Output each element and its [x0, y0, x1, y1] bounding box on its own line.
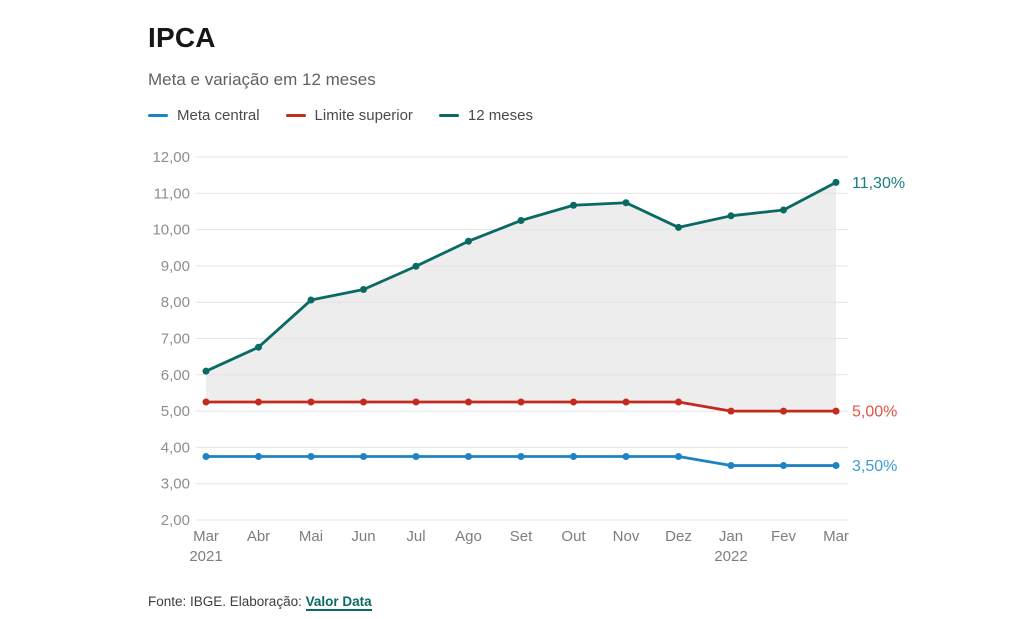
- legend-item-limite-superior: Limite superior: [285, 107, 413, 124]
- data-point-meta-central: [517, 452, 525, 460]
- data-point-limite-superior: [255, 398, 262, 406]
- data-point-meta-central: [780, 462, 787, 470]
- x-tick-label: Mai: [299, 528, 323, 545]
- y-tick-label: 3,00: [161, 476, 190, 493]
- data-point-meta-central: [202, 452, 210, 460]
- data-point-12-meses: [517, 217, 525, 225]
- source-text: Fonte: IBGE. Elaboração:: [148, 594, 306, 609]
- data-point-limite-superior: [202, 398, 210, 406]
- data-point-12-meses: [465, 237, 472, 245]
- data-point-limite-superior: [360, 398, 367, 406]
- legend-swatch-meta-central: [148, 114, 168, 117]
- data-point-limite-superior: [675, 398, 682, 406]
- fill-area: [206, 182, 836, 412]
- end-label-limite-superior: 5,00%: [852, 404, 897, 421]
- data-point-12-meses: [727, 212, 735, 220]
- y-tick-label: 7,00: [161, 331, 190, 348]
- legend-item-12-meses: 12 meses: [438, 107, 533, 124]
- data-point-limite-superior: [622, 398, 630, 406]
- y-tick-label: 11,00: [154, 185, 190, 202]
- y-tick-label: 4,00: [161, 439, 190, 456]
- data-point-limite-superior: [570, 398, 577, 406]
- data-point-meta-central: [255, 452, 262, 460]
- data-point-12-meses: [780, 206, 787, 214]
- y-tick-label: 10,00: [152, 222, 190, 239]
- legend-item-meta-central: Meta central: [148, 107, 260, 124]
- data-point-12-meses: [622, 199, 630, 207]
- data-point-12-meses: [255, 343, 262, 351]
- x-tick-label: Jun: [351, 528, 375, 545]
- x-tick-label: Fev: [771, 528, 797, 545]
- x-tick-label: Ago: [455, 528, 482, 545]
- y-tick-label: 9,00: [161, 258, 190, 275]
- chart-legend: Meta central Limite superior 12 meses: [148, 107, 533, 124]
- x-year-label: 2022: [714, 548, 747, 565]
- data-point-12-meses: [360, 285, 367, 293]
- end-label-12-meses: 11,30%: [852, 175, 905, 192]
- data-point-meta-central: [465, 452, 472, 460]
- page-title: IPCA: [148, 22, 216, 53]
- x-tick-label: Abr: [247, 528, 270, 545]
- data-point-limite-superior: [832, 407, 840, 415]
- legend-item-label: Meta central: [177, 107, 260, 124]
- y-tick-label: 8,00: [161, 294, 190, 311]
- y-tick-label: 2,00: [161, 512, 190, 529]
- data-point-limite-superior: [412, 398, 420, 406]
- data-point-limite-superior: [517, 398, 525, 406]
- legend-item-label: 12 meses: [467, 107, 533, 124]
- x-tick-label: Nov: [613, 528, 640, 545]
- y-tick-label: 5,00: [161, 403, 190, 420]
- data-point-meta-central: [412, 452, 420, 460]
- data-point-12-meses: [675, 223, 682, 231]
- data-point-meta-central: [832, 462, 840, 470]
- x-year-label: 2021: [189, 548, 222, 565]
- x-tick-label: Set: [510, 528, 533, 545]
- x-tick-label: Mar: [823, 528, 849, 545]
- data-point-limite-superior: [465, 398, 472, 406]
- x-tick-label: Dez: [665, 528, 692, 545]
- valor-data-link[interactable]: Valor Data: [305, 594, 372, 611]
- data-point-12-meses: [570, 201, 577, 209]
- data-point-12-meses: [307, 296, 315, 304]
- source-note: Fonte: IBGE. Elaboração: Valor Data: [148, 594, 372, 611]
- end-label-meta-central: 3,50%: [852, 458, 897, 475]
- data-point-meta-central: [360, 452, 367, 460]
- y-tick-label: 6,00: [161, 367, 190, 384]
- data-point-limite-superior: [727, 407, 735, 415]
- legend-item-label: Limite superior: [314, 107, 413, 124]
- data-point-meta-central: [622, 452, 630, 460]
- legend-swatch-limite-superior: [285, 114, 306, 117]
- data-point-meta-central: [307, 452, 315, 460]
- data-point-limite-superior: [780, 407, 787, 415]
- x-tick-label: Mar: [193, 528, 219, 545]
- x-tick-label: Jul: [406, 528, 425, 545]
- data-point-meta-central: [675, 452, 682, 460]
- data-point-12-meses: [202, 367, 210, 375]
- data-point-12-meses: [832, 178, 840, 186]
- data-point-limite-superior: [307, 398, 315, 406]
- data-point-meta-central: [570, 452, 577, 460]
- x-tick-label: Out: [561, 528, 586, 545]
- data-point-meta-central: [727, 462, 735, 470]
- legend-swatch-12-meses: [438, 114, 459, 117]
- data-point-12-meses: [412, 262, 420, 270]
- x-tick-label: Jan: [719, 528, 743, 545]
- y-tick-label: 12,00: [152, 149, 190, 166]
- chart-subtitle: Meta e variação em 12 meses: [148, 70, 376, 89]
